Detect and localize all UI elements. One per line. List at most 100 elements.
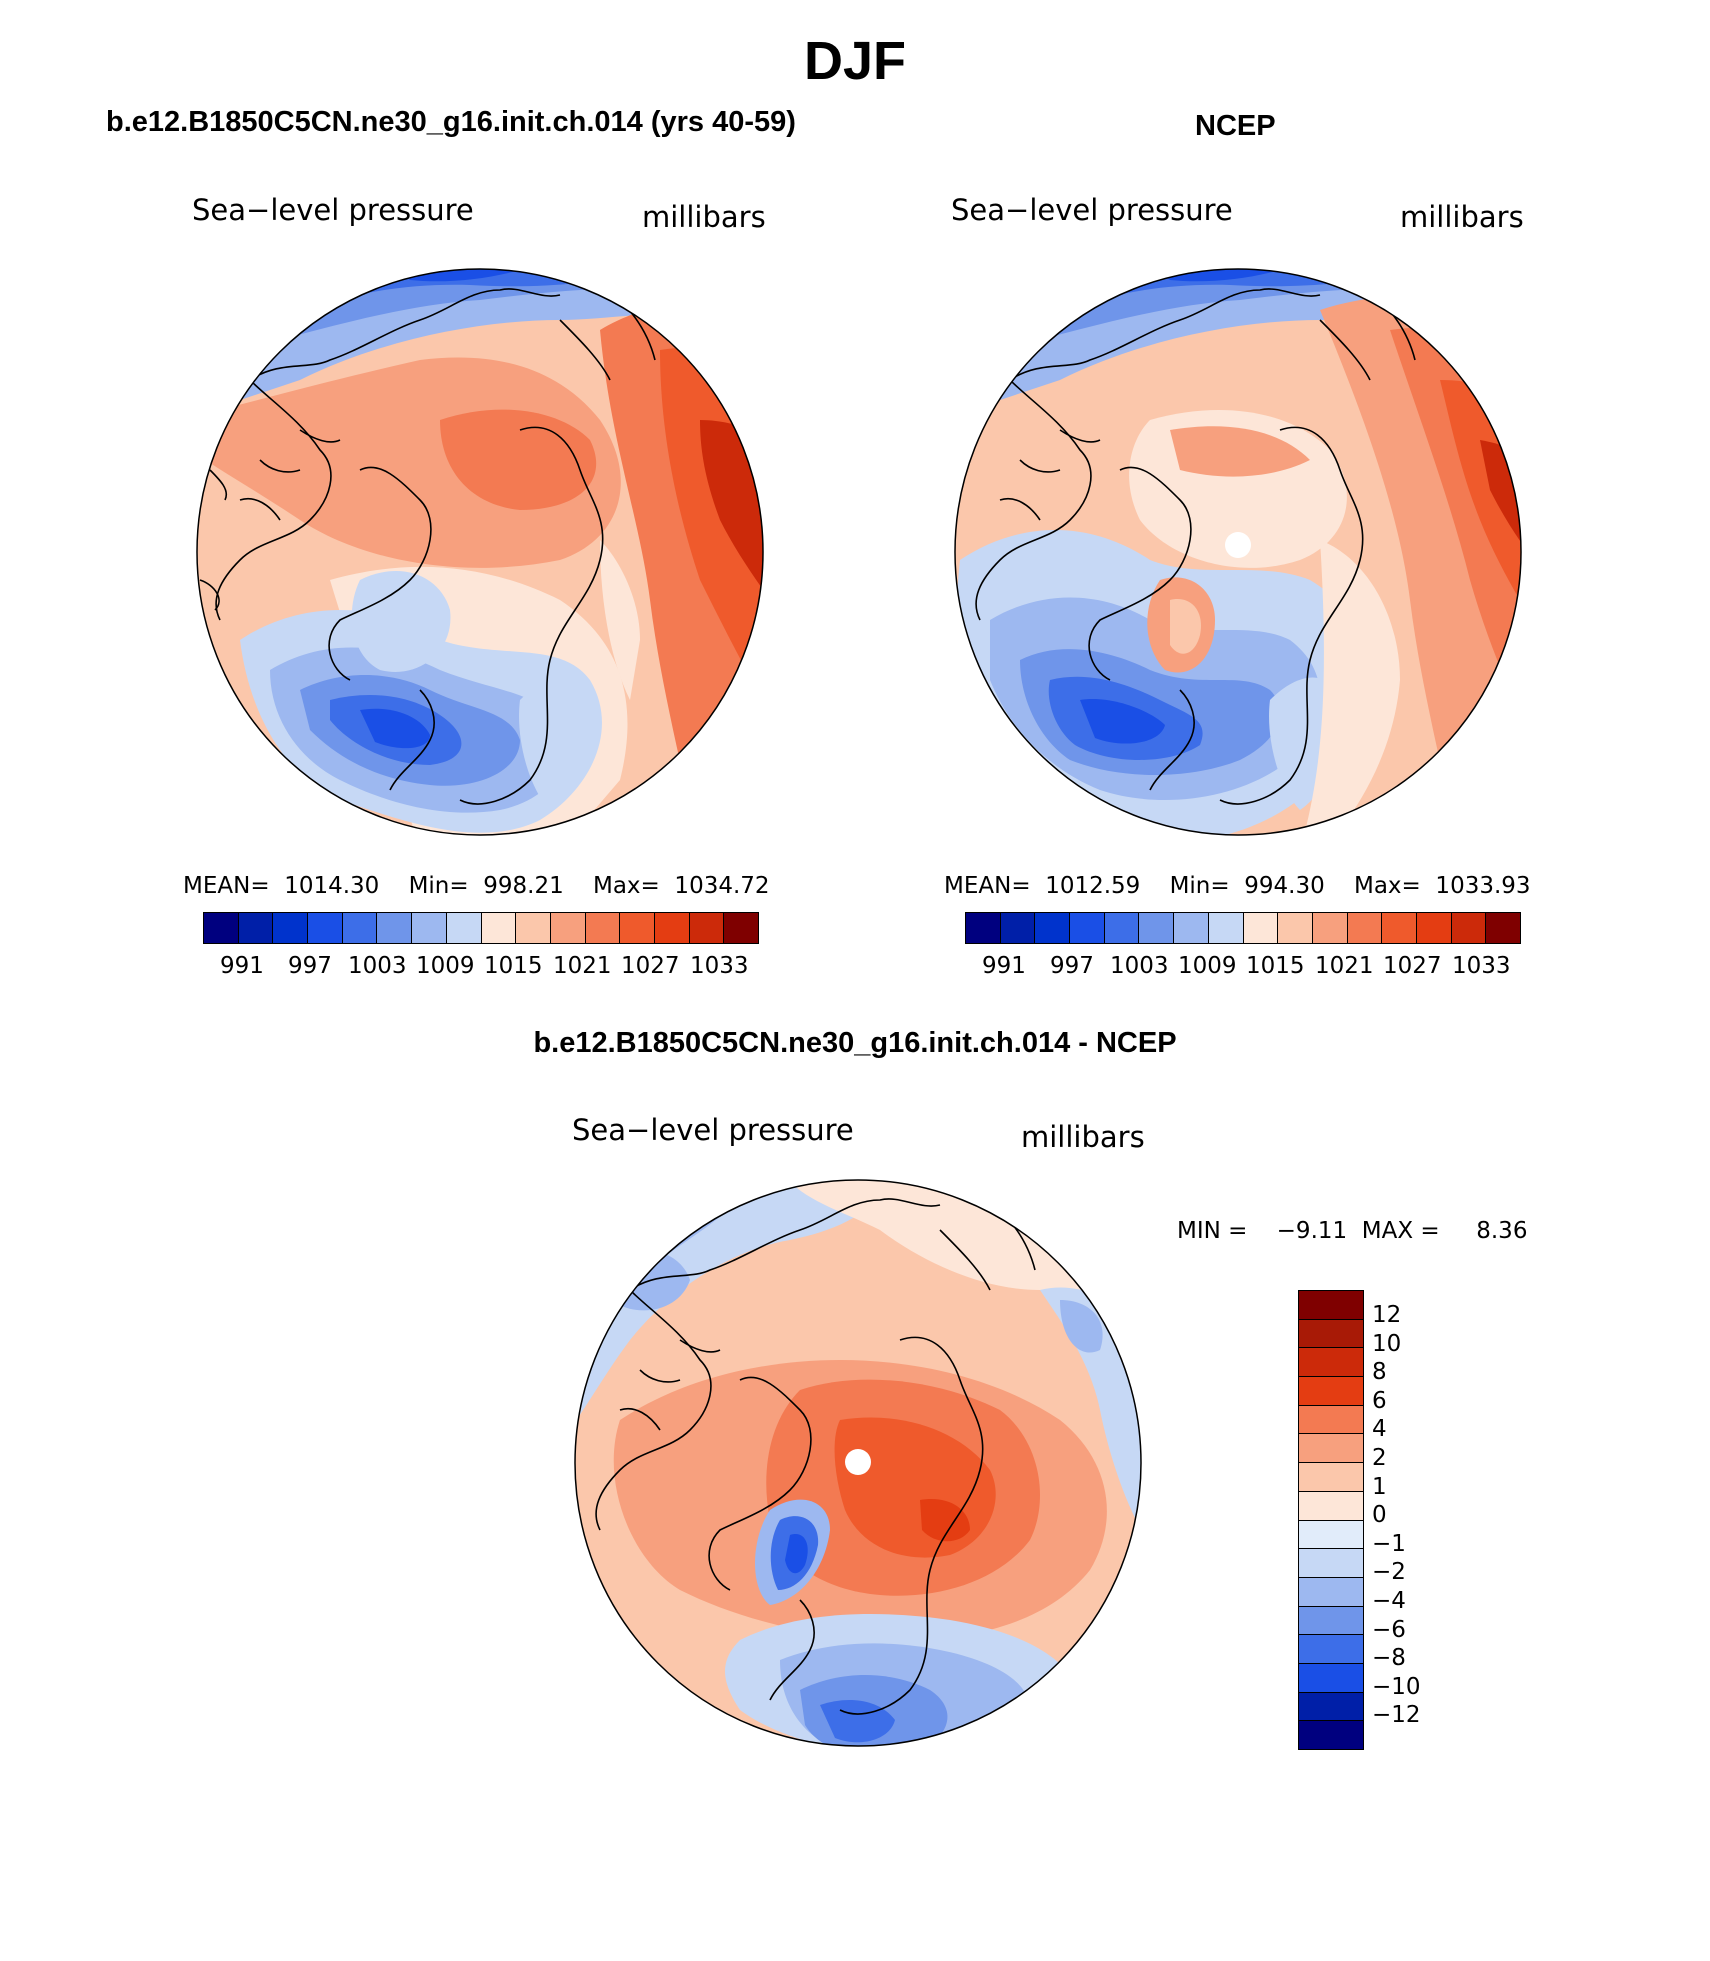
cb1-label: 1003 [348, 953, 407, 979]
cb3-label: −12 [1372, 1702, 1421, 1729]
cb2-label: 1003 [1110, 953, 1169, 979]
cb2-bin [1312, 913, 1348, 943]
cb2-label: 1033 [1452, 953, 1511, 979]
cb3-bin [1299, 1692, 1363, 1722]
cb3-bin [1299, 1319, 1363, 1349]
cb2-bin [1104, 913, 1140, 943]
cb1-bin [204, 913, 239, 943]
panel1-stats: MEAN= 1014.30 Min= 998.21 Max= 1034.72 [183, 873, 770, 899]
panel3-colorbar [1298, 1290, 1364, 1750]
cb1-bin [516, 913, 551, 943]
cb3-bin [1299, 1405, 1363, 1435]
cb1-label: 1009 [416, 953, 475, 979]
panel2-units-label: millibars [1400, 200, 1524, 234]
panel2-heading: NCEP [1195, 110, 1276, 142]
cb3-bin [1299, 1491, 1363, 1521]
cb3-bin [1299, 1434, 1363, 1464]
cb3-bin [1299, 1635, 1363, 1664]
cb1-bin [620, 913, 655, 943]
cb2-label: 1015 [1246, 953, 1305, 979]
cb3-bin [1299, 1663, 1363, 1693]
cb2-bin [1278, 913, 1313, 943]
panel3-stats: MIN = −9.11 MAX = 8.36 [1177, 1218, 1528, 1244]
panel3-units-label: millibars [1021, 1120, 1145, 1154]
cb1-label: 991 [220, 953, 264, 979]
cb3-label: 8 [1372, 1359, 1387, 1386]
cb3-bin [1299, 1463, 1363, 1492]
page-title: DJF [803, 31, 906, 91]
cb3-label: −8 [1372, 1645, 1406, 1672]
panel3-coastlines [595, 1198, 1036, 1715]
cb2-bin [1174, 913, 1209, 943]
cb2-bin [1070, 913, 1105, 943]
cb2-label: 991 [982, 953, 1026, 979]
cb3-bin [1299, 1348, 1363, 1378]
cb1-bin [238, 913, 274, 943]
cb3-label: −2 [1372, 1559, 1406, 1586]
cb2-label: 1027 [1383, 953, 1442, 979]
cb1-bin [308, 913, 343, 943]
cb1-bin [689, 913, 725, 943]
cb2-bin [1347, 913, 1383, 943]
cb1-label: 1021 [553, 953, 612, 979]
cb2-bin [1416, 913, 1452, 943]
panel2-variable-label: Sea−level pressure [951, 193, 1233, 227]
cb3-label: −10 [1372, 1673, 1421, 1700]
panel3-pole-marker [845, 1449, 871, 1475]
cb2-bin [1000, 913, 1036, 943]
cb1-bin [585, 913, 621, 943]
cb2-bin [1243, 913, 1279, 943]
cb1-bin [342, 913, 378, 943]
panel1-units-label: millibars [642, 200, 766, 234]
cb2-bin [966, 913, 1001, 943]
panel2-stats: MEAN= 1012.59 Min= 994.30 Max= 1033.93 [944, 873, 1531, 899]
cb3-bin [1299, 1549, 1363, 1578]
cb1-bin [550, 913, 586, 943]
panel2-coastlines [975, 288, 1416, 805]
cb1-label: 1027 [621, 953, 680, 979]
panel2-colorbar [965, 912, 1521, 944]
cb3-label: 12 [1372, 1302, 1402, 1328]
cb3-label: 10 [1372, 1330, 1402, 1357]
cb3-label: 2 [1372, 1445, 1387, 1471]
cb1-label: 1033 [690, 953, 749, 979]
cb3-label: −4 [1372, 1588, 1406, 1614]
panel1-coastlines [199, 288, 656, 805]
cb2-label: 1021 [1315, 953, 1374, 979]
cb2-bin [1208, 913, 1244, 943]
cb3-bin [1299, 1291, 1363, 1320]
cb1-bin [412, 913, 447, 943]
cb3-label: 6 [1372, 1387, 1387, 1414]
panel3-heading: b.e12.B1850C5CN.ne30_g16.init.ch.014 - N… [533, 1027, 1177, 1059]
cb1-bin [273, 913, 309, 943]
panel1-heading: b.e12.B1850C5CN.ne30_g16.init.ch.014 (yr… [106, 106, 796, 138]
cb2-bin [1382, 913, 1417, 943]
cb3-label: 4 [1372, 1416, 1387, 1443]
cb3-bin [1299, 1606, 1363, 1636]
cb3-label: −1 [1372, 1530, 1406, 1557]
cb3-bin [1299, 1577, 1363, 1607]
cb1-bin [724, 913, 758, 943]
panel1-variable-label: Sea−level pressure [192, 193, 474, 227]
cb1-label: 997 [288, 953, 332, 979]
cb1-bin [481, 913, 517, 943]
cb1-bin [377, 913, 413, 943]
cb2-bin [1035, 913, 1071, 943]
panel2-pole-marker [1225, 532, 1251, 558]
cb1-bin [446, 913, 482, 943]
panel3-variable-label: Sea−level pressure [572, 1113, 854, 1147]
cb2-bin [1486, 913, 1520, 943]
cb2-label: 997 [1050, 953, 1094, 979]
cb3-bin [1299, 1377, 1363, 1406]
cb1-bin [654, 913, 690, 943]
panel1-colorbar [203, 912, 759, 944]
cb1-label: 1015 [484, 953, 543, 979]
cb2-bin [1139, 913, 1175, 943]
cb2-label: 1009 [1178, 953, 1237, 979]
cb3-label: 1 [1372, 1473, 1387, 1500]
cb2-bin [1451, 913, 1487, 943]
cb3-bin [1299, 1520, 1363, 1550]
